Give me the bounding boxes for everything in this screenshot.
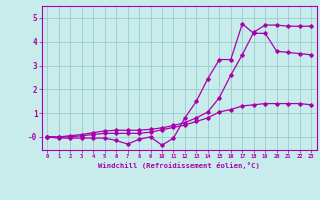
- X-axis label: Windchill (Refroidissement éolien,°C): Windchill (Refroidissement éolien,°C): [98, 162, 260, 169]
